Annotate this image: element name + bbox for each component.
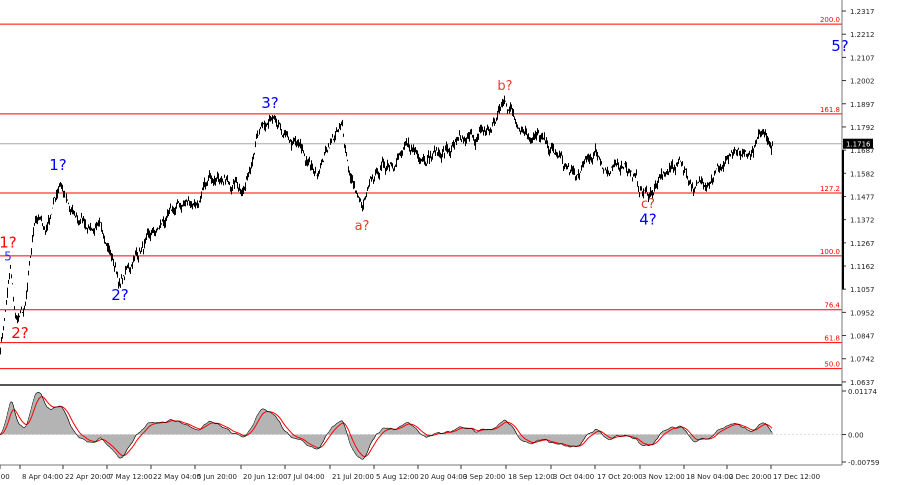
y-tick-label: 1.0742 [850, 356, 875, 364]
wave-label: a? [355, 219, 370, 234]
y-tick-label: 1.1687 [850, 147, 875, 155]
y-tick-label: 1.0847 [850, 333, 875, 341]
y-tick-label: 1.0637 [850, 379, 875, 387]
y-tick-label: 1.1267 [850, 240, 875, 248]
osc-tick-label: 0.01174 [848, 388, 877, 396]
y-tick-label: 1.2212 [850, 31, 875, 39]
wave-label: 2? [11, 324, 29, 342]
wave-label: 4? [639, 211, 657, 229]
wave-label: 2? [111, 286, 129, 304]
y-tick-label: 1.1477 [850, 193, 875, 201]
y-tick-label: 1.1162 [850, 263, 875, 271]
current-price-box [843, 138, 873, 149]
wave-label: 5 [4, 250, 12, 264]
y-tick-label: 1.1897 [850, 101, 875, 109]
x-tick-label: 20 Jun 12:00 [243, 473, 287, 481]
x-tick-label: 22 Apr 20:00 [65, 473, 111, 481]
wave-label: c? [641, 197, 655, 212]
x-tick-label: 2 Dec 20:00 [729, 473, 772, 481]
fib-level-label: 61.8 [824, 335, 840, 343]
x-tick-label: 18 Sep 12:00 [508, 473, 555, 481]
wave-label: 1? [0, 233, 17, 251]
fib-level-label: 100.0 [820, 248, 840, 256]
osc-signal-line [0, 396, 773, 457]
wave-label: 5? [831, 37, 849, 55]
fib-level-label: 161.8 [820, 106, 840, 114]
x-tick-label: 7 Jul 04:00 [287, 473, 325, 481]
y-tick-label: 1.1057 [850, 286, 875, 294]
wave-label: 1? [49, 156, 67, 174]
x-tick-label: 3 Sep 20:00 [463, 473, 505, 481]
wave-label: b? [497, 79, 512, 94]
axis-range-strip [842, 150, 844, 290]
fib-level-label: 200.0 [820, 16, 840, 24]
x-tick-label: 3 Oct 04:00 [553, 473, 594, 481]
x-tick-label: 8 Apr 04:00 [22, 473, 63, 481]
x-tick-label: 21 Jul 20:00 [332, 473, 374, 481]
wave-label: 3? [261, 94, 279, 112]
x-tick-label: 5 Aug 12:00 [376, 473, 419, 481]
fib-level-label: 76.4 [824, 302, 840, 310]
osc-tick-label: -0.00759 [848, 459, 879, 467]
x-tick-label: 17 Oct 20:00 [597, 473, 643, 481]
x-tick-label: 2:00 [0, 473, 10, 481]
y-tick-label: 1.0952 [850, 309, 875, 317]
osc-tick-label: 0.00 [848, 432, 864, 440]
osc-main-line [0, 391, 773, 460]
x-tick-label: 20 Aug 04:00 [420, 473, 467, 481]
y-tick-label: 1.2002 [850, 78, 875, 86]
x-tick-label: 17 Dec 12:00 [773, 473, 820, 481]
y-tick-label: 1.2107 [850, 54, 875, 62]
x-tick-label: 5 Jun 20:00 [197, 473, 237, 481]
fib-level-label: 127.2 [820, 185, 840, 193]
x-tick-label: 7 May 12:00 [109, 473, 153, 481]
y-tick-label: 1.1582 [850, 170, 875, 178]
y-tick-label: 1.2317 [850, 8, 875, 16]
x-tick-label: 3 Nov 12:00 [642, 473, 685, 481]
y-tick-label: 1.1372 [850, 217, 875, 225]
x-tick-label: 18 Nov 04:00 [686, 473, 733, 481]
fib-level-label: 50.0 [824, 361, 840, 369]
current-price-label: 1.1716 [846, 141, 871, 149]
y-tick-label: 1.1792 [850, 124, 875, 132]
x-tick-label: 22 May 04:00 [153, 473, 201, 481]
